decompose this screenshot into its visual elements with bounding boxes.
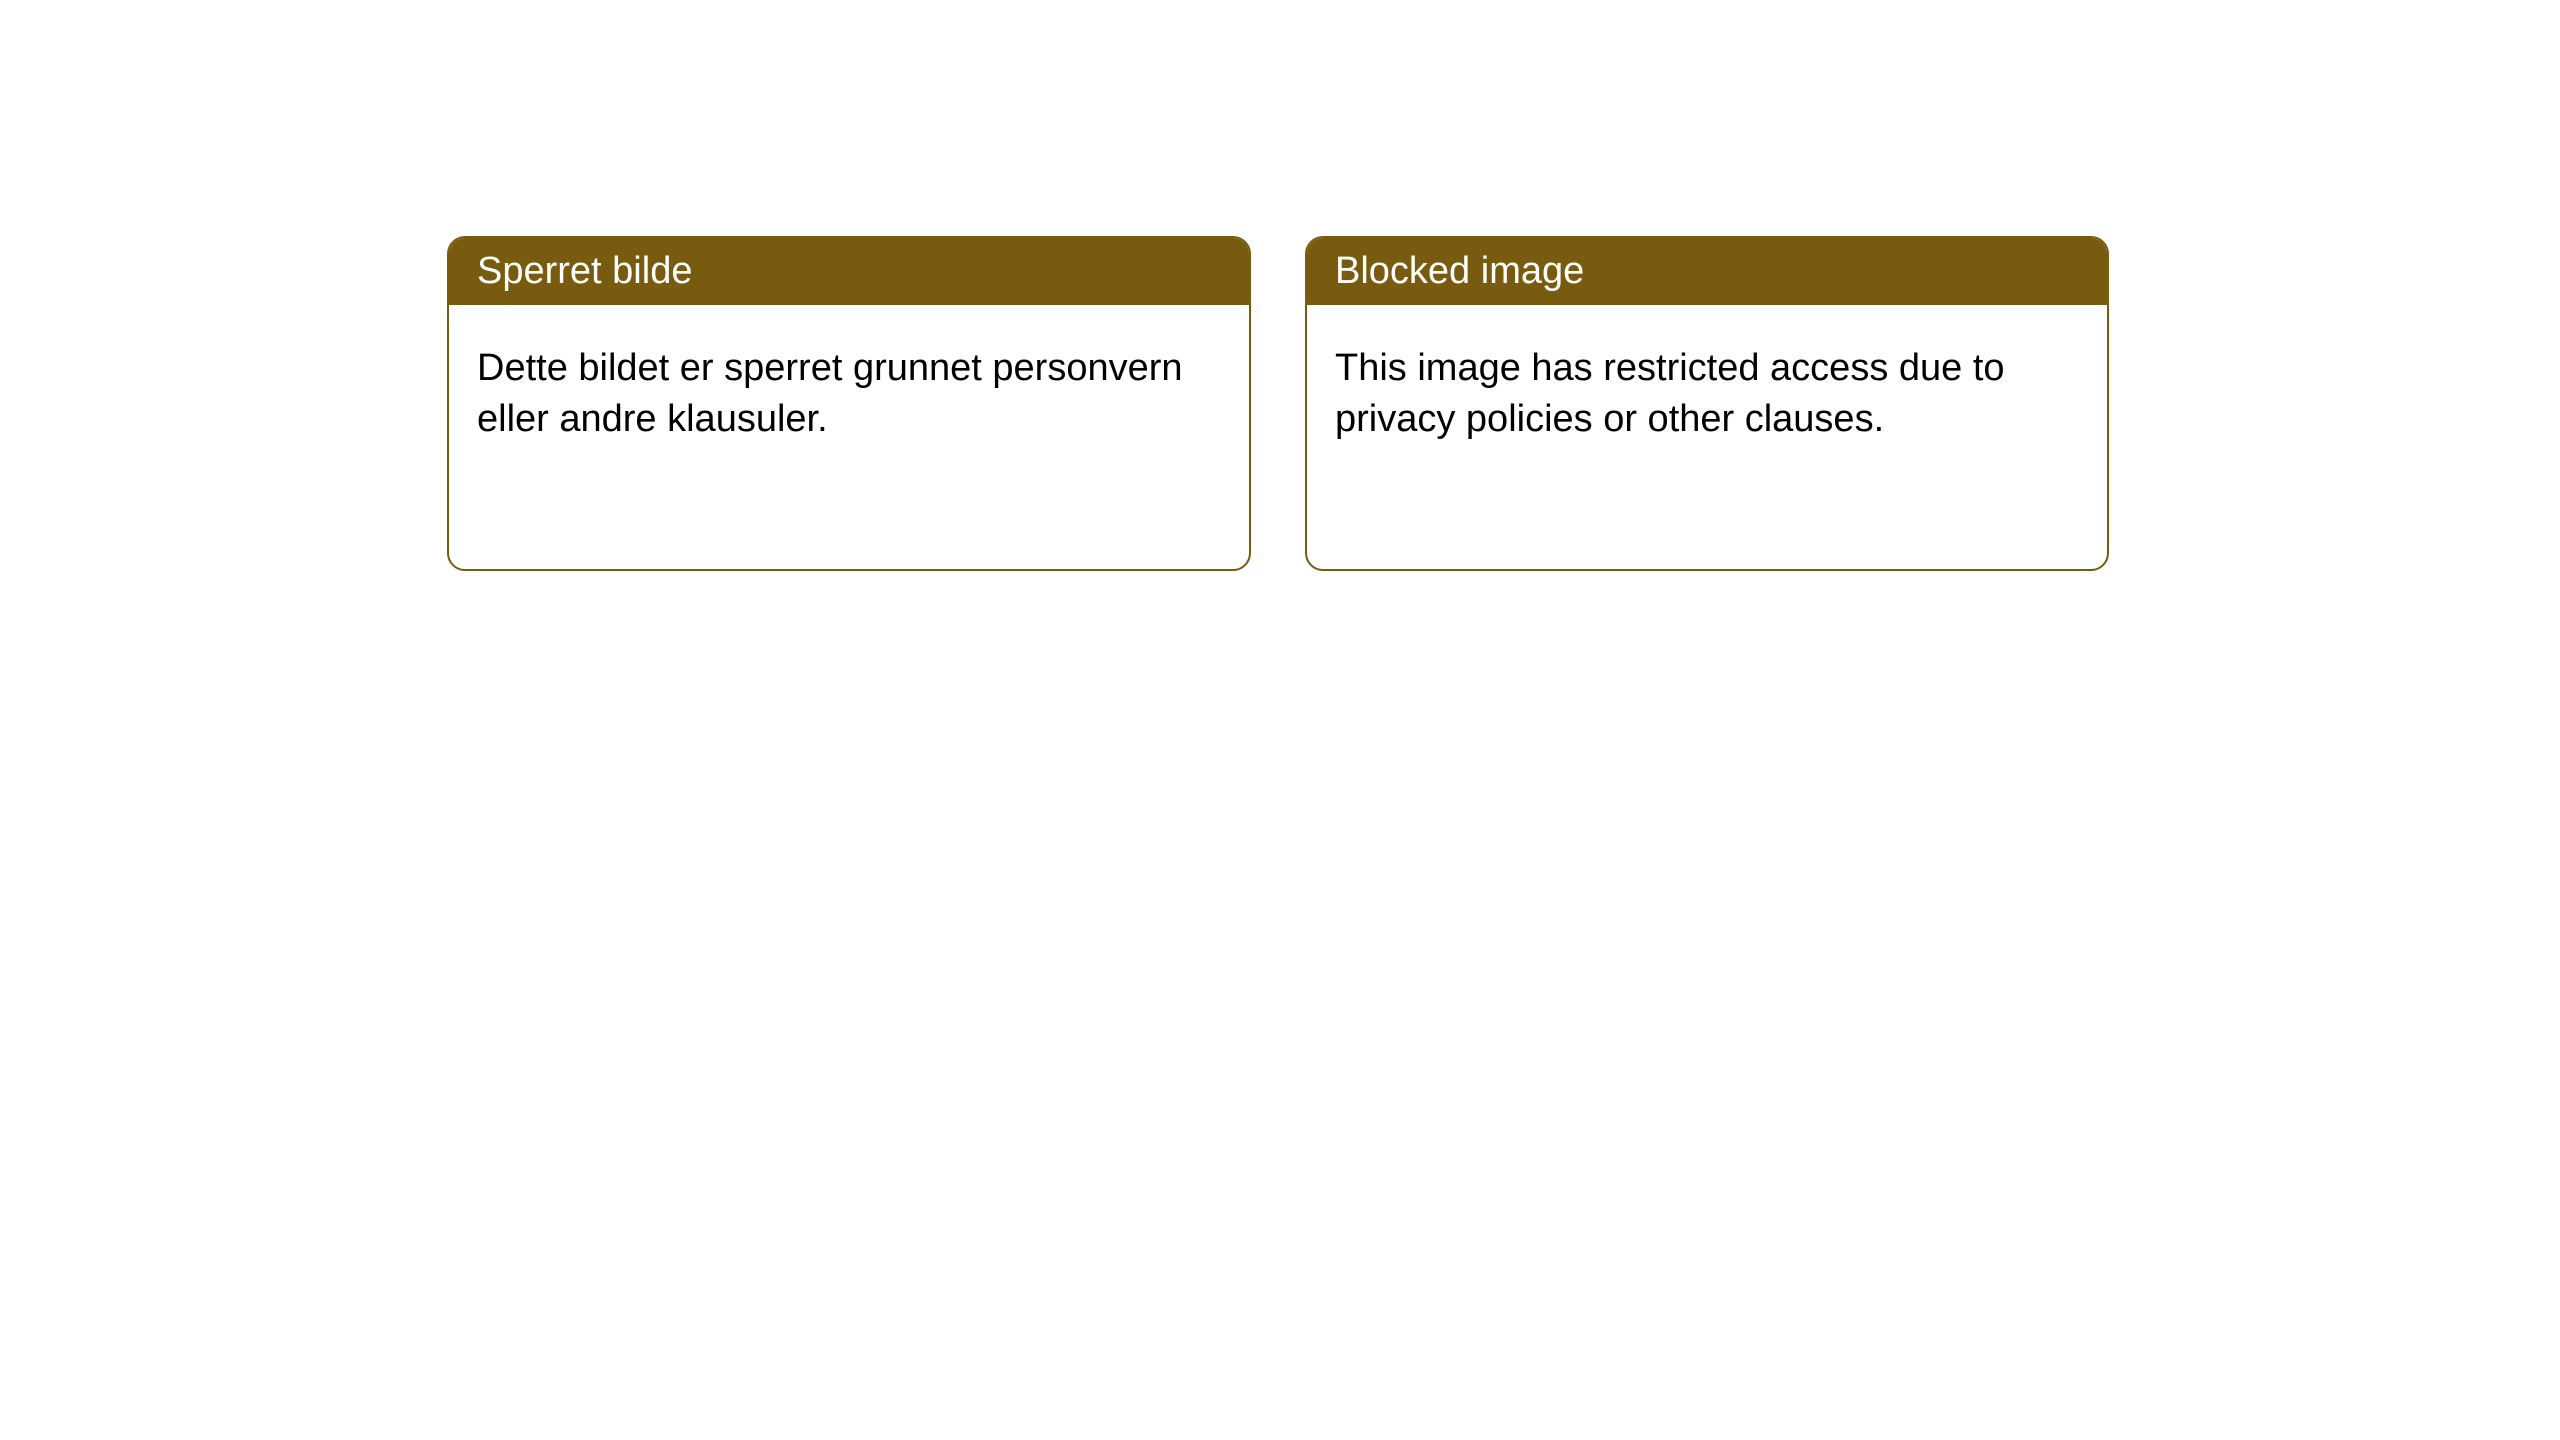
card-body-text: Dette bildet er sperret grunnet personve…: [477, 347, 1183, 440]
card-body: This image has restricted access due to …: [1307, 305, 2107, 484]
card-body: Dette bildet er sperret grunnet personve…: [449, 305, 1249, 484]
notice-card-english: Blocked image This image has restricted …: [1305, 236, 2109, 571]
card-body-text: This image has restricted access due to …: [1335, 347, 2005, 440]
card-header: Blocked image: [1307, 238, 2107, 305]
card-title: Blocked image: [1335, 250, 1584, 292]
notice-card-norwegian: Sperret bilde Dette bildet er sperret gr…: [447, 236, 1251, 571]
card-title: Sperret bilde: [477, 250, 692, 292]
notice-cards-container: Sperret bilde Dette bildet er sperret gr…: [0, 0, 2560, 571]
card-header: Sperret bilde: [449, 238, 1249, 305]
